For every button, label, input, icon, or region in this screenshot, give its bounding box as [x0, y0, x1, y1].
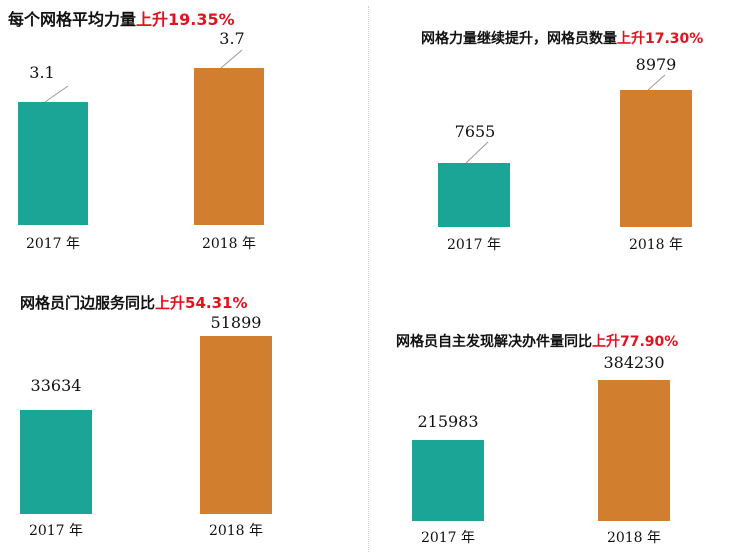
x-tick-label: 2018 年	[629, 237, 683, 253]
x-tick-label: 2018 年	[209, 523, 263, 539]
x-tick-label: 2017 年	[447, 237, 501, 253]
bar-chart-1: 3.1 2017 年 3.7 2018 年	[18, 29, 264, 252]
chart-title-main: 网格力量继续提升，网格员数量	[421, 31, 617, 47]
x-tick-label: 2017 年	[29, 523, 83, 539]
bar	[598, 380, 670, 521]
leader-line	[220, 49, 243, 69]
data-label: 3.7	[219, 29, 244, 48]
data-label: 7655	[455, 122, 496, 141]
leader-line	[465, 141, 489, 164]
chart-title-main: 每个网格平均力量	[8, 10, 137, 29]
bar	[438, 163, 510, 227]
chart-title: 网格员自主发现解决办件量同比上升77.90%	[396, 331, 678, 351]
x-tick-label: 2017 年	[421, 530, 475, 546]
x-tick-label: 2018 年	[607, 530, 661, 546]
data-label: 215983	[417, 412, 478, 431]
bar-chart-3: 33634 2017 年 51899 2018 年	[20, 313, 272, 539]
bar-chart-4: 215983 2017 年 384230 2018 年	[412, 353, 670, 546]
chart-panel-4: 网格员自主发现解决办件量同比上升77.90% 215983 2017 年 38423…	[370, 276, 737, 554]
bar	[412, 440, 484, 521]
chart-title-highlight: 上升19.35%	[136, 10, 235, 29]
leader-line	[44, 85, 69, 103]
x-tick-label: 2017 年	[26, 236, 80, 252]
data-label: 3.1	[29, 63, 54, 82]
leader-line	[647, 74, 666, 91]
chart-title: 网格员门边服务同比上升54.31%	[20, 292, 248, 313]
chart-panel-3: 网格员门边服务同比上升54.31% 33634 2017 年 51899 2018 年	[0, 276, 370, 554]
chart-title: 每个网格平均力量上升19.35%	[8, 6, 235, 30]
chart-title-highlight: 上升77.90%	[592, 334, 679, 350]
chart-title-main: 网格员自主发现解决办件量同比	[396, 334, 592, 350]
chart-panel-2: 网格力量继续提升，网格员数量上升17.30% 7655 2017 年 8979 201…	[370, 0, 737, 270]
bar	[620, 90, 692, 227]
bar	[20, 410, 92, 514]
chart-title-highlight: 上升17.30%	[617, 31, 704, 47]
bar-chart-2: 7655 2017 年 8979 2018 年	[438, 55, 692, 253]
chart-title-main: 网格员门边服务同比	[20, 294, 156, 312]
chart-title-highlight: 上升54.31%	[155, 294, 248, 312]
bar	[194, 68, 264, 225]
data-label: 384230	[603, 353, 664, 372]
panel-divider	[368, 6, 369, 552]
chart-title: 网格力量继续提升，网格员数量上升17.30%	[421, 28, 703, 48]
data-label: 33634	[31, 376, 82, 395]
chart-panel-1: 每个网格平均力量上升19.35% 3.1 2017 年 3.7 2018 年	[0, 0, 370, 270]
bar	[200, 336, 272, 514]
data-label: 8979	[636, 55, 677, 74]
bar	[18, 102, 88, 225]
x-tick-label: 2018 年	[202, 236, 256, 252]
data-label: 51899	[211, 313, 262, 332]
